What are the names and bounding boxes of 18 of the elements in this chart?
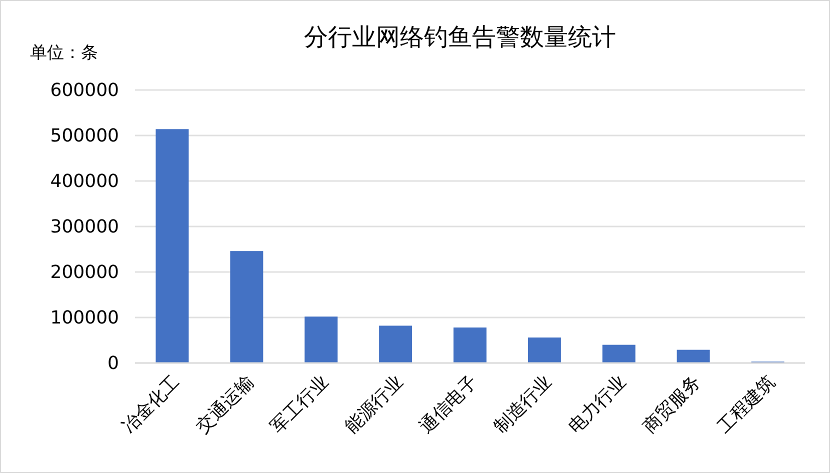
xtick: 商贸服务: [639, 372, 705, 438]
xtick: 军工行业: [266, 372, 333, 438]
ytick: 600000: [50, 80, 119, 101]
xtick: 制造行业: [490, 372, 556, 438]
xtick: 电力行业: [564, 372, 630, 438]
ytick: 400000: [50, 171, 119, 192]
ytick: 500000: [50, 126, 119, 146]
xtick: 能源行业: [341, 372, 408, 438]
ytick: 200000: [50, 262, 119, 283]
xtick: 交通运输: [192, 372, 258, 438]
ytick: 300000: [50, 216, 119, 238]
title: 分行业网络钓鱼告警数量统计: [304, 23, 616, 51]
ylabel: 单位：条: [30, 43, 98, 63]
xtick: 工程建筑: [714, 372, 780, 438]
xtick: 通信电子: [416, 372, 482, 438]
ytick: 100000: [50, 308, 119, 328]
ytick: 0: [108, 353, 119, 374]
xtick: 冶金化工: [118, 372, 184, 438]
